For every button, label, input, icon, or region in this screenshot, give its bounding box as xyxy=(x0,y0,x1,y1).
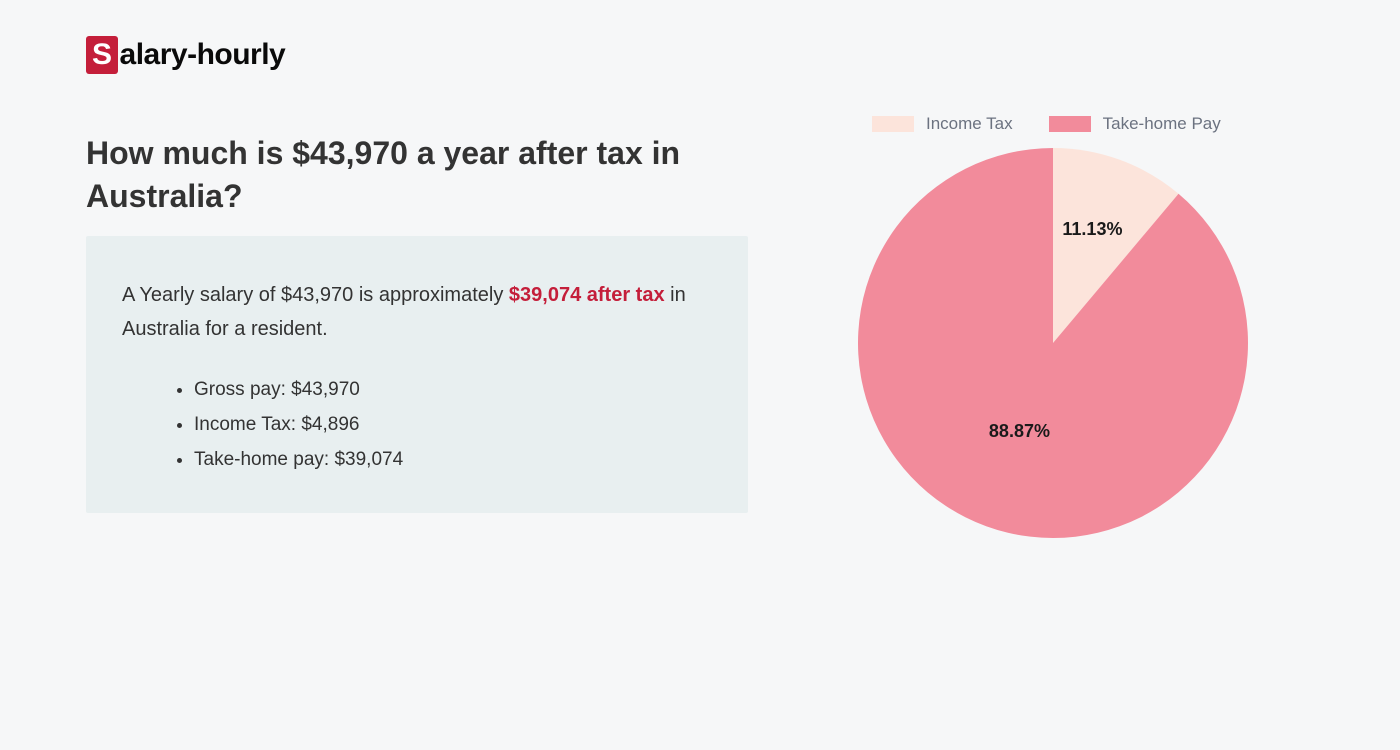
summary-text: A Yearly salary of $43,970 is approximat… xyxy=(122,278,712,346)
list-item: Gross pay: $43,970 xyxy=(194,372,712,407)
legend-item-income-tax: Income Tax xyxy=(872,114,1013,134)
pie-svg xyxy=(858,148,1248,538)
site-logo: Salary-hourly xyxy=(86,36,285,74)
list-item: Income Tax: $4,896 xyxy=(194,407,712,442)
legend-label: Income Tax xyxy=(926,114,1013,134)
pie-chart: 11.13% 88.87% xyxy=(858,148,1248,538)
legend-item-take-home: Take-home Pay xyxy=(1049,114,1221,134)
summary-highlight: $39,074 after tax xyxy=(509,284,665,306)
summary-text-before: A Yearly salary of $43,970 is approximat… xyxy=(122,284,509,306)
legend-swatch xyxy=(1049,116,1091,132)
slice-label-income-tax: 11.13% xyxy=(1062,219,1122,240)
list-item: Take-home pay: $39,074 xyxy=(194,442,712,477)
slice-label-take-home: 88.87% xyxy=(989,421,1050,442)
page-title: How much is $43,970 a year after tax in … xyxy=(86,132,726,218)
logo-prefix: S xyxy=(86,36,118,74)
logo-rest: alary-hourly xyxy=(120,38,286,71)
legend-label: Take-home Pay xyxy=(1103,114,1221,134)
chart-legend: Income Tax Take-home Pay xyxy=(872,114,1221,134)
summary-box: A Yearly salary of $43,970 is approximat… xyxy=(86,236,748,513)
summary-list: Gross pay: $43,970 Income Tax: $4,896 Ta… xyxy=(122,372,712,477)
legend-swatch xyxy=(872,116,914,132)
